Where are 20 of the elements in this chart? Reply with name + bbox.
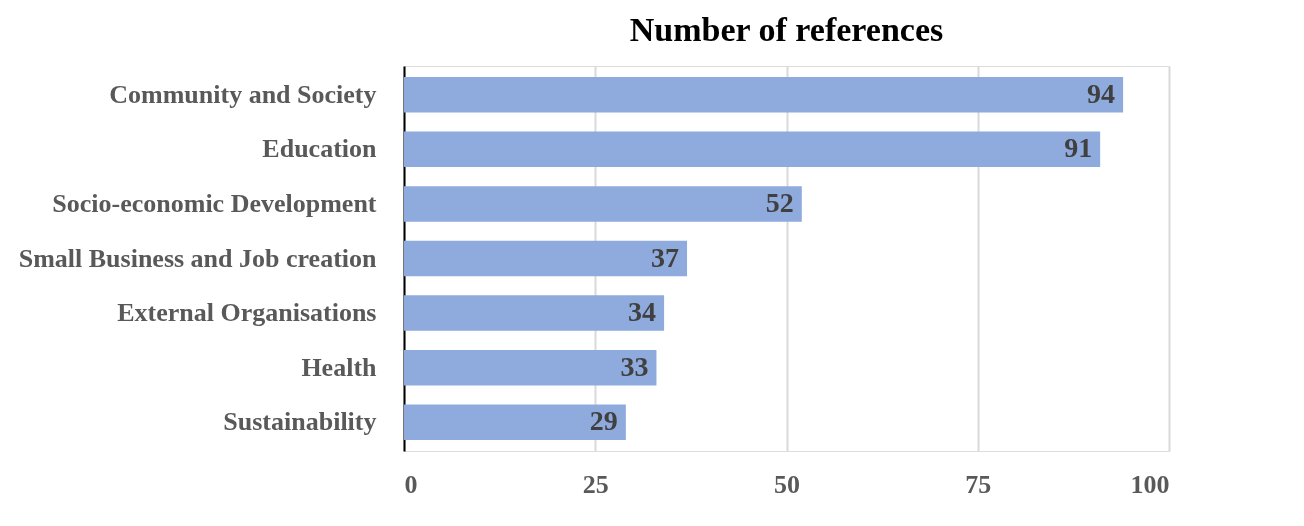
y-tick-label: Community and Society bbox=[109, 79, 377, 109]
y-tick-label: Socio-economic Development bbox=[52, 188, 377, 218]
x-tick-label: 25 bbox=[582, 469, 609, 499]
y-tick-label: Sustainability bbox=[223, 407, 377, 437]
y-tick-label: Education bbox=[262, 134, 378, 164]
y-tick-label: Small Business and Job creation bbox=[18, 243, 378, 273]
data-label: 29 bbox=[589, 405, 618, 437]
x-tick-label: 50 bbox=[774, 469, 800, 499]
x-tick-label: 100 bbox=[1130, 469, 1170, 499]
data-label: 52 bbox=[765, 186, 794, 218]
x-tick-label: 0 bbox=[404, 469, 418, 499]
data-label: 37 bbox=[651, 241, 680, 273]
x-tick-label: 75 bbox=[965, 469, 992, 499]
y-tick-label: External Organisations bbox=[117, 298, 377, 328]
data-label: 94 bbox=[1087, 77, 1116, 109]
chart-title: Number of references bbox=[629, 11, 944, 48]
data-label: 91 bbox=[1064, 132, 1093, 164]
y-tick-label: Health bbox=[301, 352, 378, 382]
data-label: 34 bbox=[628, 296, 657, 328]
data-label: 33 bbox=[620, 350, 649, 382]
